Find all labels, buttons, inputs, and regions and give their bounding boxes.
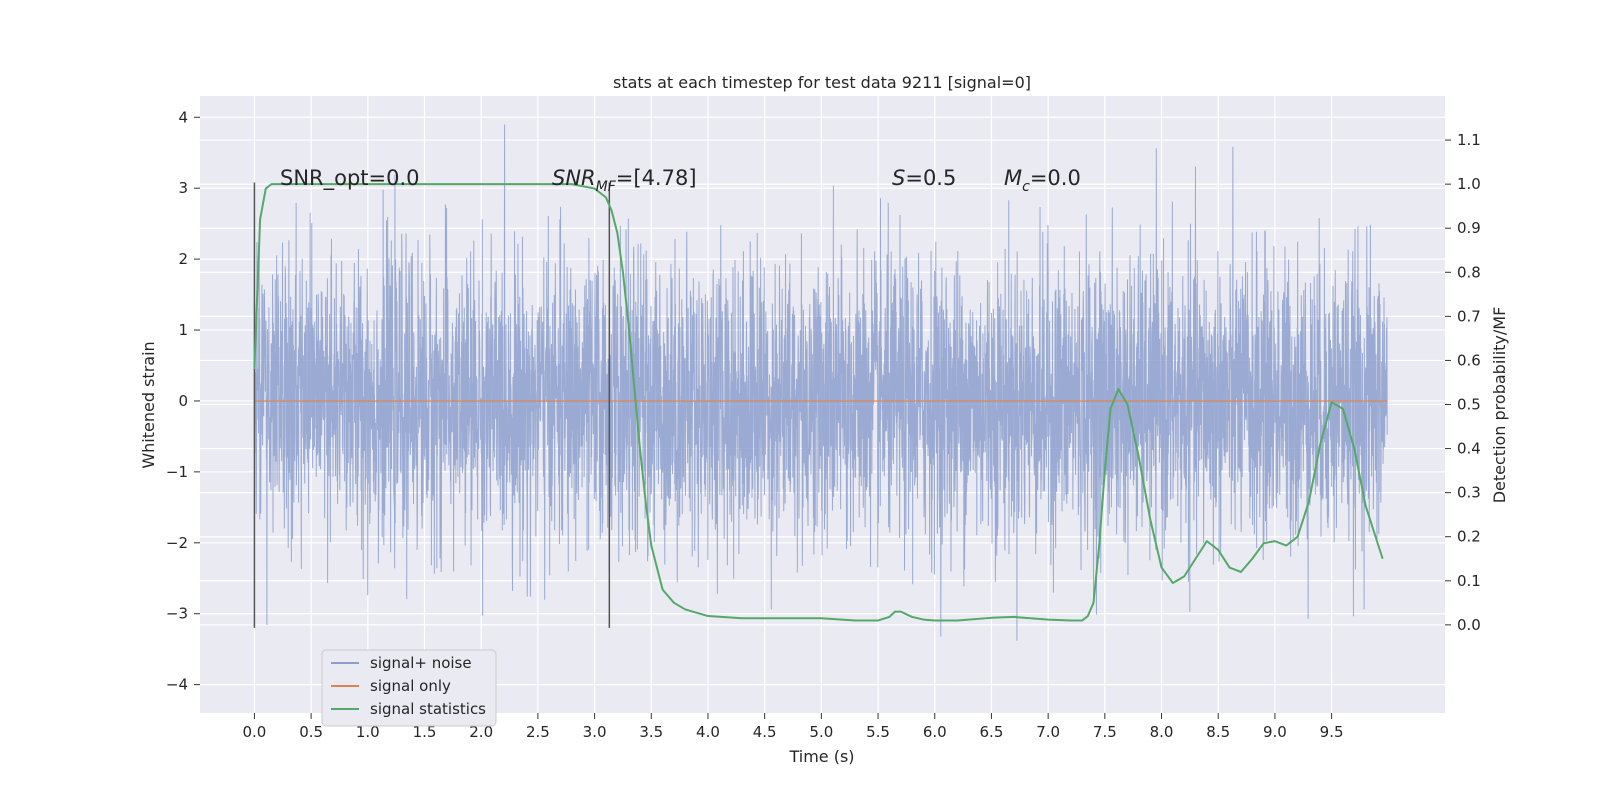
y-tick-label: −3 — [166, 605, 188, 623]
y2-tick-label: 0.8 — [1457, 263, 1481, 281]
x-tick-label: 3.5 — [639, 723, 663, 741]
legend-label-signal-noise: signal+ noise — [370, 654, 472, 672]
y2-tick-label: 0.2 — [1457, 528, 1481, 546]
x-tick-label: 9.5 — [1320, 723, 1344, 741]
x-tick-label: 5.0 — [809, 723, 833, 741]
legend-box — [321, 649, 497, 727]
x-tick-label: 8.0 — [1150, 723, 1174, 741]
x-tick-label: 1.5 — [413, 723, 437, 741]
y-tick-label: −2 — [166, 534, 188, 552]
y2-tick-label: 0.4 — [1457, 440, 1481, 458]
y2-tick-label: 1.0 — [1457, 175, 1481, 193]
x-tick-label: 6.0 — [923, 723, 947, 741]
y-tick-label: −4 — [166, 676, 188, 694]
x-tick-label: 6.5 — [980, 723, 1004, 741]
y-tick-label: 1 — [178, 321, 188, 339]
y2-tick-label: 0.1 — [1457, 572, 1481, 590]
y-axis-left: 4 3 2 1 0 −1 −2 −3 −4 — [166, 108, 200, 694]
annotation-mc: Mc=0.0 — [1004, 166, 1081, 195]
y-tick-label: −1 — [166, 463, 188, 481]
x-tick-label: 2.5 — [526, 723, 550, 741]
x-tick-label: 0.0 — [242, 723, 266, 741]
y-tick-label: 0 — [178, 392, 188, 410]
mc-subscript: c — [1022, 179, 1030, 195]
y2-tick-label: 0.6 — [1457, 351, 1481, 369]
x-tick-label: 2.0 — [469, 723, 493, 741]
y-axis-right-label: Detection probability/MF — [1490, 307, 1509, 504]
snr-mf-symbol: SNR — [552, 166, 596, 190]
annotation-s: S=0.5 — [892, 166, 956, 190]
x-tick-label: 3.0 — [583, 723, 607, 741]
x-tick-label: 4.0 — [696, 723, 720, 741]
x-tick-label: 7.5 — [1093, 723, 1117, 741]
x-tick-label: 8.5 — [1206, 723, 1230, 741]
x-tick-label: 9.0 — [1263, 723, 1287, 741]
x-axis-label: Time (s) — [788, 747, 854, 766]
annotation-snr-opt: SNR_opt=0.0 — [280, 166, 420, 191]
y2-tick-label: 0.7 — [1457, 307, 1481, 325]
signal-statistics-line — [253, 183, 1384, 622]
y-axis-label: Whitened strain — [139, 341, 158, 468]
x-tick-label: 5.5 — [866, 723, 890, 741]
chart-title: stats at each timestep for test data 921… — [613, 73, 1031, 92]
legend-label-signal-only: signal only — [370, 677, 451, 695]
series-signal-noise — [253, 124, 1388, 641]
signal-noise-line — [253, 124, 1388, 641]
y-tick-label: 4 — [178, 108, 188, 126]
mc-value: =0.0 — [1030, 166, 1081, 190]
x-tick-label: 0.5 — [299, 723, 323, 741]
mc-symbol: M — [1004, 166, 1022, 190]
x-tick-label: 4.5 — [753, 723, 777, 741]
y2-tick-label: 0.3 — [1457, 484, 1481, 502]
legend: signal+ noise signal only signal statist… — [321, 649, 497, 727]
y-tick-label: 3 — [178, 179, 188, 197]
x-axis: 0.0 0.5 1.0 1.5 2.0 2.5 3.0 3.5 4.0 4.5 5.0 5.5 6.0 6… — [242, 713, 1344, 741]
x-tick-label: 7.0 — [1036, 723, 1060, 741]
x-tick-label: 1.0 — [356, 723, 380, 741]
s-value: =0.5 — [905, 166, 956, 190]
s-symbol: S — [892, 166, 905, 190]
vertical-markers — [253, 182, 611, 628]
snr-mf-subscript: MF — [596, 179, 617, 195]
y2-tick-label: 0.9 — [1457, 219, 1481, 237]
annotation-snr-mf: SNRMF=[4.78] — [552, 166, 697, 195]
y2-tick-label: 1.1 — [1457, 131, 1481, 149]
y-axis-right: 1.1 1.0 0.9 0.8 0.7 0.6 0.5 0.4 0.3 0.2 0.1 0.0 — [1445, 131, 1481, 634]
legend-label-signal-statistics: signal statistics — [370, 700, 486, 718]
snr-mf-value: =[4.78] — [616, 166, 697, 190]
y2-tick-label: 0.0 — [1457, 616, 1481, 634]
y-tick-label: 2 — [178, 250, 188, 268]
series-signal-statistics — [253, 183, 1384, 622]
y2-tick-label: 0.5 — [1457, 396, 1481, 414]
